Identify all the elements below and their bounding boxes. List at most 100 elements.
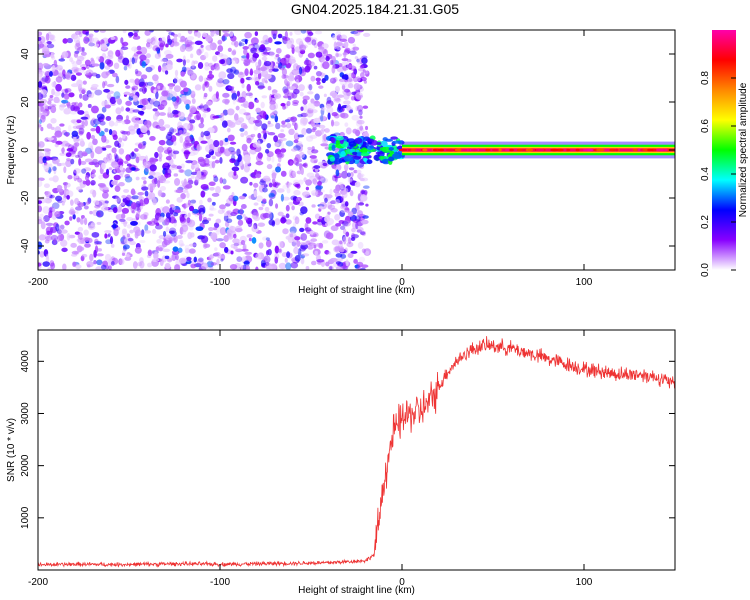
heatmap-cell (95, 73, 101, 79)
heatmap-cell (159, 258, 164, 266)
heatmap-cell (116, 197, 121, 204)
heatmap-cell (284, 257, 288, 263)
heatmap-cell (60, 162, 66, 166)
heatmap-cell (94, 205, 101, 209)
heatmap-cell (185, 160, 193, 164)
heatmap-cell (222, 92, 230, 98)
heatmap-cell (99, 61, 105, 70)
heatmap-cell (169, 127, 175, 135)
heatmap-cell (159, 206, 164, 212)
heatmap-cell (151, 258, 160, 263)
heatmap-cell (171, 96, 177, 102)
heatmap-cell (173, 76, 179, 84)
colorbar-tick-label: 0.2 (700, 215, 711, 229)
heatmap-cell (172, 246, 179, 252)
band-cell (410, 148, 417, 152)
heatmap-cell (43, 164, 50, 172)
heatmap-cell (147, 262, 153, 268)
heatmap-cell (38, 67, 43, 74)
heatmap-cell (362, 215, 369, 219)
heatmap-cell (268, 68, 273, 73)
heatmap-cell (261, 182, 267, 189)
heatmap-cell (104, 104, 111, 109)
heatmap-cell (180, 163, 185, 169)
heatmap-cell (178, 130, 183, 135)
heatmap-cell (187, 30, 193, 35)
heatmap-cell (110, 36, 116, 40)
heatmap-cell (55, 76, 63, 83)
heatmap-cell (333, 121, 340, 127)
heatmap-cell (87, 36, 94, 44)
heatmap-cell (348, 109, 354, 114)
heatmap-cell (137, 104, 144, 109)
heatmap-cell (276, 151, 285, 159)
heatmap-cell (288, 128, 295, 136)
heatmap-cell (217, 209, 225, 215)
heatmap-cell (186, 192, 190, 199)
heatmap-cell (110, 243, 115, 248)
heatmap-cell (324, 128, 330, 133)
heatmap-cell (233, 242, 240, 247)
heatmap-cell (81, 66, 87, 71)
heatmap-cell (334, 153, 340, 160)
heatmap-cell (295, 197, 300, 202)
heatmap-cell (339, 240, 343, 245)
band-cell (655, 148, 665, 152)
heatmap-cell (208, 149, 215, 156)
heatmap-cell (73, 142, 78, 151)
heatmap-cell (106, 55, 114, 60)
heatmap-cell (325, 261, 330, 267)
heatmap-cell (335, 266, 344, 270)
heatmap-cell (92, 37, 100, 43)
heatmap-cell (179, 213, 186, 222)
heatmap-cell (125, 167, 133, 173)
heatmap-cell (46, 163, 51, 167)
heatmap-cell (308, 84, 313, 91)
heatmap-cell (73, 69, 79, 74)
heatmap-cell (349, 190, 354, 197)
heatmap-cell (94, 146, 103, 155)
heatmap-cell (162, 248, 171, 253)
heatmap-cell (243, 130, 248, 136)
heatmap-cell (265, 261, 270, 267)
heatmap-cell (257, 59, 262, 67)
heatmap-cell (310, 260, 317, 266)
heatmap-cell (51, 64, 56, 72)
heatmap-cell (265, 239, 272, 248)
heatmap-cell (187, 177, 193, 183)
heatmap-cell (235, 225, 243, 233)
heatmap-cell (179, 80, 187, 88)
heatmap-cell (202, 83, 206, 92)
heatmap-cell (315, 77, 321, 82)
heatmap-cell (42, 156, 47, 164)
heatmap-cell (198, 204, 206, 213)
heatmap-cell (339, 184, 344, 189)
heatmap-cell (255, 266, 259, 270)
heatmap-cell (134, 117, 141, 121)
heatmap-cell (240, 122, 247, 129)
heatmap-cell (278, 262, 287, 270)
heatmap-cell (139, 260, 145, 269)
heatmap-cell (300, 30, 307, 34)
heatmap-cell (210, 65, 215, 71)
heatmap-cell (173, 209, 181, 214)
heatmap-cell (267, 85, 272, 91)
heatmap-cell (159, 126, 166, 131)
heatmap-cell (217, 39, 223, 45)
heatmap-cell (62, 263, 67, 270)
heatmap-cell (330, 200, 337, 205)
heatmap-cell (147, 183, 156, 191)
heatmap-cell (288, 86, 297, 91)
heatmap-cell (280, 102, 286, 107)
heatmap-cell (38, 31, 43, 36)
heatmap-cell (253, 125, 258, 131)
heatmap-cell (228, 195, 235, 202)
heatmap-cell (347, 178, 353, 183)
heatmap-cell (186, 36, 195, 41)
heatmap-cell (348, 237, 352, 245)
heatmap-cell (91, 231, 100, 238)
heatmap-cell (168, 159, 174, 166)
heatmap-cell (274, 41, 282, 45)
heatmap-cell (52, 175, 59, 183)
